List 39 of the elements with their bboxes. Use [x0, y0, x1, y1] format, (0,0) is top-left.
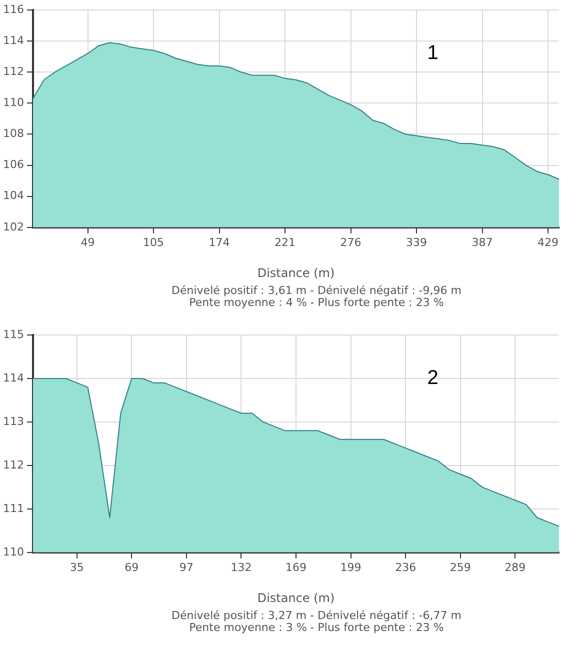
- x-axis-title: Distance (m): [257, 590, 335, 605]
- x-tick-label: 49: [80, 236, 95, 249]
- y-tick-label: 110: [2, 545, 24, 558]
- y-tick-label: 113: [2, 414, 24, 428]
- x-tick-label: 69: [124, 560, 139, 574]
- y-tick-label: 114: [2, 371, 24, 384]
- x-tick-label: 105: [143, 236, 164, 249]
- annotation: 2: [427, 366, 438, 389]
- x-tick-label: 429: [538, 236, 559, 249]
- y-tick-label: 106: [2, 158, 24, 172]
- x-tick-label: 387: [472, 236, 493, 249]
- x-tick-label: 174: [208, 236, 230, 249]
- x-tick-label: 236: [395, 560, 416, 574]
- x-tick-label: 339: [406, 236, 428, 249]
- x-tick-label: 276: [340, 236, 362, 249]
- y-tick-label: 110: [2, 96, 24, 110]
- text: Dénivelé positif : 3,27 m - Dénivelé négatif : -6,77 m: [170, 609, 462, 622]
- x-tick-label: 289: [504, 560, 526, 574]
- y-tick-label: 104: [2, 189, 24, 202]
- annotation: 1: [427, 42, 438, 64]
- text: Pente moyenne : 3 % - Plus forte pente : 23 %: [188, 621, 445, 634]
- x-tick-label: 259: [450, 560, 471, 574]
- x-tick-label: 169: [286, 560, 306, 574]
- x-tick-label: 35: [70, 560, 84, 574]
- y-tick-label: 115: [2, 328, 24, 341]
- y-tick-label: 102: [2, 220, 24, 234]
- y-tick-label: 112: [2, 458, 24, 472]
- text: Pente moyenne : 4 % - Plus forte pente : 23 %: [188, 296, 445, 309]
- y-tick-label: 114: [2, 34, 24, 47]
- y-tick-label: 111: [2, 502, 24, 515]
- y-tick-label: 108: [2, 127, 24, 140]
- x-tick-label: 221: [274, 236, 296, 249]
- y-tick-label: 112: [2, 64, 24, 78]
- x-axis-title: Distance (m): [257, 266, 335, 280]
- x-tick-label: 132: [230, 560, 252, 574]
- y-tick-label: 116: [2, 2, 24, 16]
- x-tick-label: 199: [340, 560, 362, 574]
- x-tick-label: 97: [179, 560, 194, 574]
- text: Dénivelé positif : 3,61 m - Dénivelé négatif : -9,96 m: [170, 284, 462, 297]
